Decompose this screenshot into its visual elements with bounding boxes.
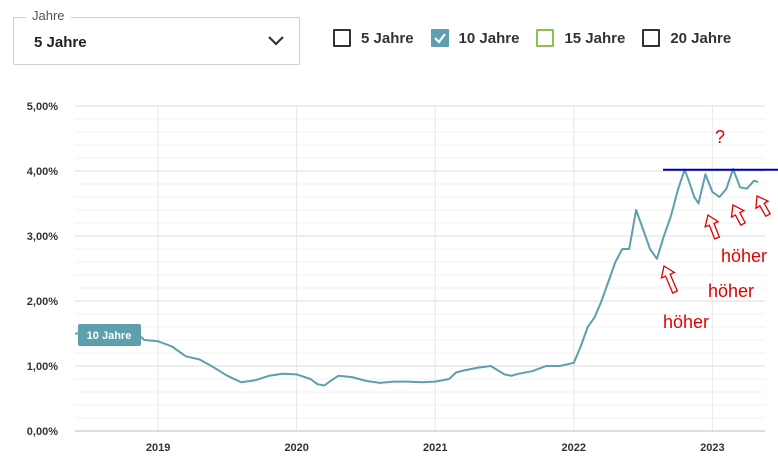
- checkbox-box-checked[interactable]: [430, 29, 449, 47]
- annotation-arrow: [660, 264, 679, 294]
- annotation-arrow: [755, 195, 772, 218]
- checkbox-box[interactable]: [536, 29, 555, 47]
- annotation-hoeher: höher: [663, 312, 709, 332]
- checkbox-label: 15 Jahre: [564, 29, 626, 47]
- checkbox-20-jahre[interactable]: 20 Jahre: [642, 29, 731, 47]
- checkbox-10-jahre[interactable]: 10 Jahre: [430, 29, 520, 47]
- annotation-question: ?: [715, 127, 725, 147]
- checkbox-5-jahre[interactable]: 5 Jahre: [333, 29, 414, 47]
- y-tick-label: 1,00%: [27, 361, 58, 373]
- x-tick-label: 2021: [423, 442, 447, 454]
- checkbox-label: 20 Jahre: [670, 29, 732, 47]
- annotation-arrow: [704, 213, 721, 240]
- dropdown-value: 5 Jahre: [34, 34, 87, 51]
- x-tick-label: 2020: [284, 442, 308, 454]
- period-dropdown[interactable]: Jahre 5 Jahre: [13, 8, 300, 65]
- series-label-text: 10 Jahre: [87, 330, 132, 342]
- series-label-box: [78, 324, 141, 346]
- period-checkboxes: 5 Jahre 10 Jahre 15 Jahre 20 Jahre: [333, 29, 748, 47]
- annotation-hoeher: höher: [708, 281, 754, 301]
- checkmark-icon: [433, 33, 446, 44]
- checkbox-label: 5 Jahre: [361, 29, 414, 47]
- x-tick-label: 2022: [562, 442, 586, 454]
- annotation-hoeher: höher: [721, 246, 767, 266]
- checkbox-label: 10 Jahre: [458, 29, 520, 47]
- series-line-10-jahre: [75, 168, 759, 387]
- y-tick-label: 2,00%: [27, 296, 58, 308]
- y-tick-label: 3,00%: [27, 231, 58, 243]
- y-tick-label: 0,00%: [27, 426, 58, 438]
- checkbox-15-jahre[interactable]: 15 Jahre: [536, 29, 625, 47]
- checkbox-box[interactable]: [333, 29, 351, 47]
- y-tick-label: 5,00%: [27, 101, 58, 113]
- x-tick-label: 2019: [146, 442, 170, 454]
- dropdown-legend: Jahre: [26, 8, 71, 23]
- annotation-arrow: [730, 203, 747, 227]
- chevron-down-icon: [268, 36, 284, 46]
- x-tick-label: 2023: [700, 442, 724, 454]
- checkbox-box[interactable]: [642, 29, 661, 47]
- y-tick-label: 4,00%: [27, 166, 58, 178]
